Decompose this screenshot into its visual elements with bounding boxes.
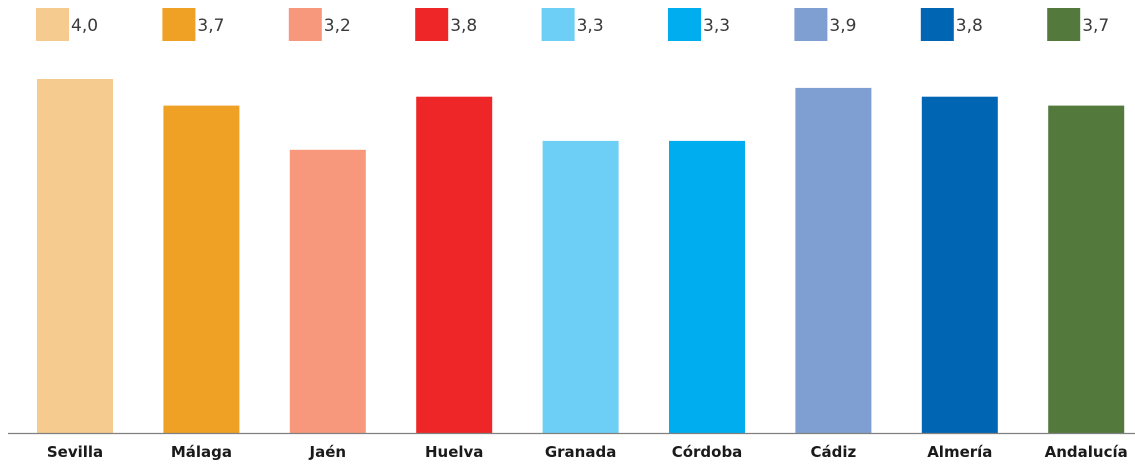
legend-value-malaga: 3,7: [197, 16, 224, 36]
bar-sevilla: [37, 79, 113, 433]
legend-value-cadiz: 3,9: [829, 16, 856, 36]
bar-huelva: [416, 96, 493, 433]
category-label-huelva: Huelva: [425, 443, 483, 461]
category-label-granada: Granada: [545, 443, 617, 461]
legend-swatch-cordoba: [668, 8, 701, 41]
legend-value-sevilla: 4,0: [71, 16, 98, 36]
category-label-jaen: Jaén: [309, 443, 347, 461]
bar-almeria: [921, 96, 998, 433]
legend-value-huelva: 3,8: [450, 16, 477, 36]
legend-value-granada: 3,3: [577, 16, 604, 36]
legend-swatch-sevilla: [36, 8, 69, 41]
category-label-andalucia: Andalucía: [1045, 443, 1128, 461]
bar-cadiz: [795, 87, 872, 434]
category-label-cordoba: Córdoba: [672, 443, 743, 461]
bar-malaga: [163, 105, 240, 433]
legend-value-jaen: 3,2: [324, 16, 351, 36]
legend-value-andalucia: 3,7: [1082, 16, 1109, 36]
category-labels: Sevilla Málaga Jaén Huelva Granada Córdoba Cád…: [47, 443, 1128, 461]
category-label-almeria: Almería: [927, 443, 992, 461]
legend-swatch-jaen: [288, 8, 322, 41]
legend-swatch-cadiz: [794, 8, 828, 41]
chart-bars: [37, 79, 1125, 434]
category-label-cadiz: Cádiz: [811, 443, 857, 461]
category-label-malaga: Málaga: [171, 443, 232, 461]
legend-value-almeria: 3,8: [956, 16, 983, 36]
bar-granada: [542, 140, 619, 433]
legend-swatch-almeria: [920, 8, 954, 41]
category-label-sevilla: Sevilla: [47, 443, 103, 461]
legend-swatch-granada: [541, 8, 575, 41]
bar-andalucia: [1048, 105, 1125, 433]
legend-swatch-malaga: [162, 8, 196, 41]
chart-legend: 4,0 3,7 3,2 3,8 3,3 3,3 3,9 3,8 3,7: [36, 8, 1109, 41]
legend-swatch-huelva: [415, 8, 449, 41]
bar-jaen: [289, 149, 366, 434]
bar-cordoba: [669, 140, 745, 433]
legend-value-cordoba: 3,3: [703, 16, 730, 36]
legend-swatch-andalucia: [1047, 8, 1081, 41]
